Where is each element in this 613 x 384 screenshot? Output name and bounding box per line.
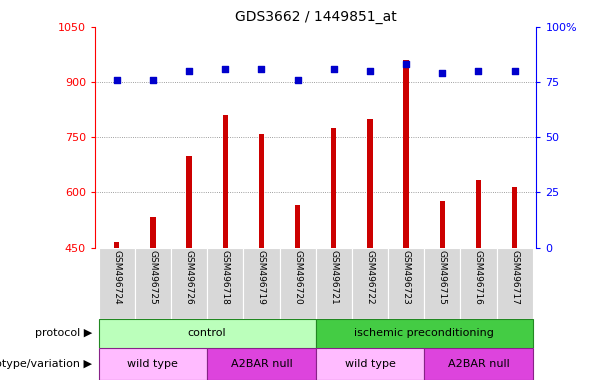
Text: GSM496720: GSM496720 (293, 250, 302, 305)
Text: GSM496719: GSM496719 (257, 250, 266, 305)
Text: GSM496721: GSM496721 (329, 250, 338, 305)
Text: GSM496717: GSM496717 (510, 250, 519, 305)
Bar (295, 205, 300, 248)
Text: ischemic preconditioning: ischemic preconditioning (354, 328, 494, 338)
Bar (476, 180, 481, 248)
Bar (186, 156, 192, 248)
Bar (424, 348, 533, 380)
Point (510, 68, 520, 74)
Text: GSM496724: GSM496724 (112, 250, 121, 305)
Bar (99, 319, 316, 348)
Text: GSM496716: GSM496716 (474, 250, 483, 305)
Bar (135, 248, 171, 319)
Bar (207, 248, 243, 319)
Text: A2BAR null: A2BAR null (230, 359, 292, 369)
Bar (99, 248, 135, 319)
Text: control: control (188, 328, 226, 338)
Point (402, 61, 411, 68)
Text: wild type: wild type (345, 359, 395, 369)
Bar (316, 319, 533, 348)
Text: protocol ▶: protocol ▶ (35, 328, 92, 338)
Point (292, 77, 302, 83)
Bar (367, 119, 373, 248)
Bar (388, 248, 424, 319)
Bar (460, 248, 497, 319)
Point (112, 77, 121, 83)
Bar (424, 248, 460, 319)
Bar (352, 248, 388, 319)
Point (220, 66, 230, 72)
Bar (223, 115, 228, 248)
Text: GSM496725: GSM496725 (148, 250, 158, 305)
Text: GSM496723: GSM496723 (402, 250, 411, 305)
Text: GSM496715: GSM496715 (438, 250, 447, 305)
Bar (207, 348, 316, 380)
Bar (331, 128, 337, 248)
Bar (280, 248, 316, 319)
Point (365, 68, 375, 74)
Bar (440, 200, 445, 248)
Bar (243, 248, 280, 319)
Point (256, 66, 266, 72)
Point (438, 70, 447, 76)
Bar (497, 248, 533, 319)
Text: wild type: wild type (128, 359, 178, 369)
Bar (171, 248, 207, 319)
Bar (99, 348, 207, 380)
Text: GSM496722: GSM496722 (365, 250, 375, 305)
Point (474, 68, 484, 74)
Bar (316, 248, 352, 319)
Bar (512, 187, 517, 248)
Point (148, 77, 158, 83)
Title: GDS3662 / 1449851_at: GDS3662 / 1449851_at (235, 10, 397, 25)
Text: GSM496718: GSM496718 (221, 250, 230, 305)
Bar (114, 242, 120, 248)
Bar (259, 134, 264, 248)
Point (184, 68, 194, 74)
Bar (150, 217, 156, 248)
Bar (316, 348, 424, 380)
Bar (403, 60, 409, 248)
Text: genotype/variation ▶: genotype/variation ▶ (0, 359, 92, 369)
Text: GSM496726: GSM496726 (185, 250, 194, 305)
Text: A2BAR null: A2BAR null (447, 359, 509, 369)
Point (329, 66, 339, 72)
